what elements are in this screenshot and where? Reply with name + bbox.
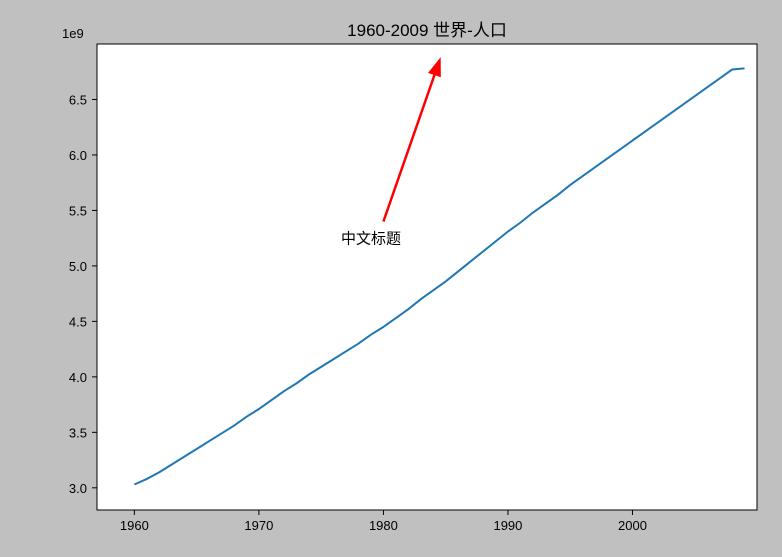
watermark: CSDN @ 亿速云 — [652, 534, 772, 551]
annotation-text: 中文标题 — [341, 231, 401, 248]
y-tick-label: 5.5 — [69, 203, 87, 218]
y-tick-label: 3.0 — [69, 481, 87, 496]
y-tick-label: 6.0 — [69, 148, 87, 163]
y-tick-label: 6.5 — [69, 92, 87, 107]
y-tick-label: 3.5 — [69, 425, 87, 440]
watermark-left: CSDN @ — [652, 536, 702, 550]
x-tick-label: 1980 — [369, 518, 398, 533]
x-tick-label: 1960 — [120, 518, 149, 533]
x-tick-label: 1990 — [493, 518, 522, 533]
watermark-right: 亿速云 — [736, 534, 772, 551]
x-tick-label: 2000 — [618, 518, 647, 533]
y-tick-label: 4.5 — [69, 314, 87, 329]
axes-area — [97, 44, 757, 510]
chart-figure: 1960-2009 世界-人口 1e9 1960 1970 1980 1990 2000… — [0, 0, 782, 557]
y-tick-label: 5.0 — [69, 259, 87, 274]
y-axis-exponent: 1e9 — [62, 26, 84, 41]
chart-title: 1960-2009 世界-人口 — [347, 21, 507, 40]
y-tick-label: 4.0 — [69, 370, 87, 385]
x-tick-label: 1970 — [244, 518, 273, 533]
cloud-icon — [708, 536, 730, 550]
